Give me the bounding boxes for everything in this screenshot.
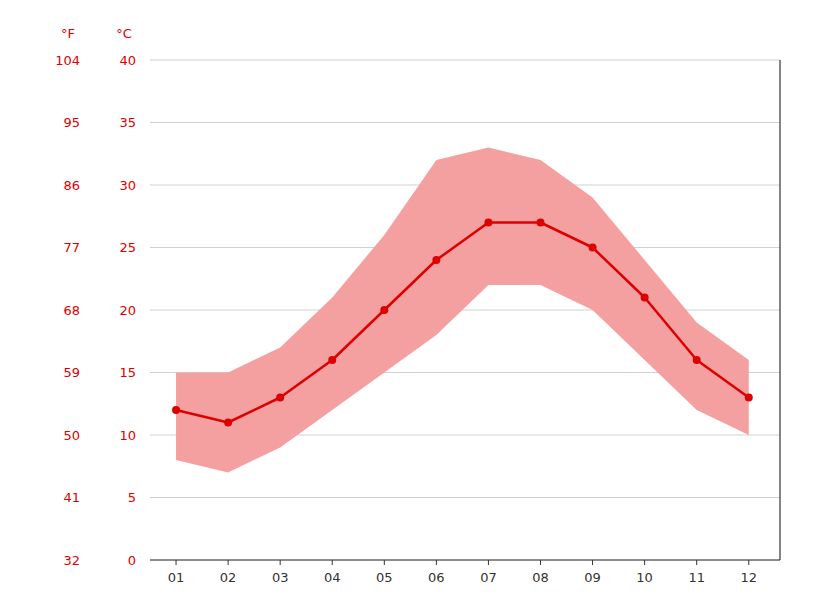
x-tick [176,560,177,565]
chart: 0102030405060708091011120510152025303540… [0,0,815,611]
y2-tick-label: 104 [55,53,80,68]
x-tick-label: 06 [428,570,445,585]
x-tick-label: 12 [740,570,757,585]
mean-marker [328,356,336,364]
y-tick-label: 25 [119,240,136,255]
y-axis-label: °C [116,26,132,41]
mean-marker [432,256,440,264]
mean-marker [484,219,492,227]
mean-marker [641,294,649,302]
x-tick-label: 02 [220,570,237,585]
right-axis-line [779,60,780,560]
y2-axis-label: °F [61,26,75,41]
grid-line [150,560,780,561]
y-axis-celsius: 0 5 10 15 20 25 30 35 40 [119,53,136,568]
y-tick-label: 30 [119,178,136,193]
x-tick-label: 09 [584,570,601,585]
x-tick [644,560,645,565]
grid-line [150,122,780,123]
mean-marker [172,406,180,414]
y-axis-fahrenheit: 32 41 50 59 68 77 86 95 104 [55,53,80,568]
x-tick [748,560,749,565]
plot-area [172,148,753,473]
x-tick-label: 10 [636,570,653,585]
x-tick [228,560,229,565]
y-tick-label: 20 [119,303,136,318]
y-tick-label: 35 [119,115,136,130]
range-band [176,148,749,473]
mean-marker [589,244,597,252]
x-tick [488,560,489,565]
mean-marker [693,356,701,364]
x-tick [540,560,541,565]
mean-marker [276,394,284,402]
y2-tick-label: 95 [63,115,80,130]
x-tick [592,560,593,565]
y2-tick-label: 32 [63,553,80,568]
y2-tick-label: 59 [63,365,80,380]
mean-line [176,223,749,423]
x-tick [696,560,697,565]
grid [150,60,780,560]
grid-line [150,60,780,61]
y-tick-label: 40 [119,53,136,68]
y2-tick-label: 41 [63,490,80,505]
mean-marker [745,394,753,402]
x-tick-label: 01 [168,570,185,585]
y2-tick-label: 77 [63,240,80,255]
y-tick-label: 0 [128,553,136,568]
x-tick [332,560,333,565]
y-tick-label: 15 [119,365,136,380]
chart-container: 0102030405060708091011120510152025303540… [0,0,815,611]
x-axis-line [150,559,780,560]
y2-tick-label: 68 [63,303,80,318]
x-tick [384,560,385,565]
x-tick [280,560,281,565]
mean-marker [380,306,388,314]
y-tick-label: 5 [128,490,136,505]
x-tick-label: 04 [324,570,341,585]
x-tick-label: 08 [532,570,549,585]
mean-marker [224,419,232,427]
y2-tick-label: 86 [63,178,80,193]
x-tick-label: 11 [688,570,705,585]
x-tick [436,560,437,565]
x-axis: 01 02 03 04 05 06 07 08 09 10 11 12 [168,560,757,585]
y2-tick-label: 50 [63,428,80,443]
mean-marker [536,219,544,227]
x-tick-label: 05 [376,570,393,585]
grid-line [150,497,780,498]
x-tick-label: 03 [272,570,289,585]
x-tick-label: 07 [480,570,497,585]
y-tick-label: 10 [119,428,136,443]
